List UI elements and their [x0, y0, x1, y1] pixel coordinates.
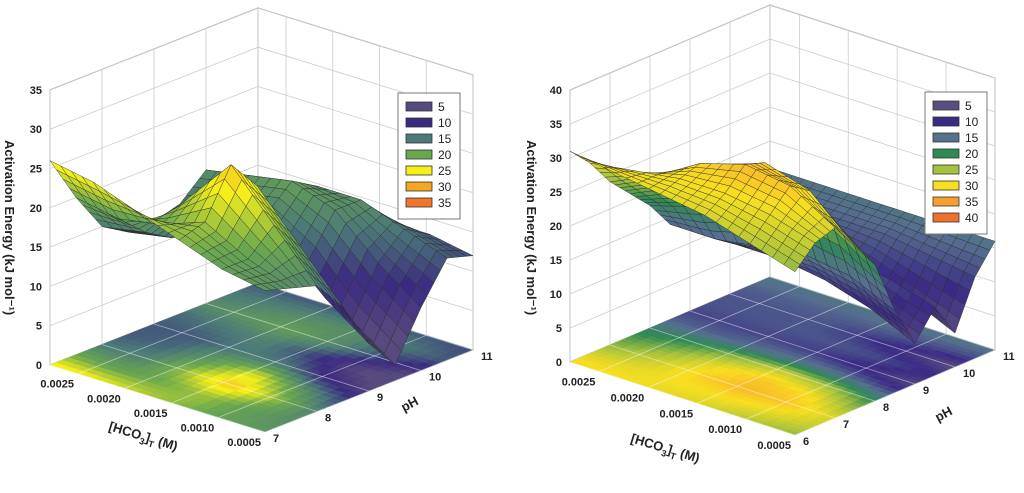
y-tick-label: 11 — [1003, 351, 1015, 363]
x-tick-label: 0.0015 — [660, 408, 694, 420]
x-tick-label: 0.0005 — [227, 437, 261, 449]
y-tick-label: 8 — [883, 402, 889, 414]
legend-label: 30 — [965, 179, 979, 193]
legend-label: 35 — [965, 195, 979, 209]
legend-swatch — [406, 182, 432, 191]
y-tick-label: 7 — [273, 433, 279, 445]
legend: 5 10 15 20 25 30 35 40 — [925, 92, 987, 234]
legend-label: 15 — [965, 131, 979, 145]
z-tick-label: 35 — [550, 119, 562, 131]
legend-label: 25 — [438, 164, 452, 178]
x-tick-label: 0.0010 — [181, 422, 215, 434]
z-axis-title: Activation Energy (kJ mol⁻¹) — [524, 140, 539, 315]
legend-swatch — [406, 134, 432, 143]
x-axis-title: [HCO3]T (M) — [628, 431, 701, 469]
x-title-part: [HCO — [107, 419, 143, 443]
legend-swatch — [406, 166, 432, 175]
y-axis-title: pH — [398, 393, 420, 414]
legend-swatch — [406, 150, 432, 159]
legend-swatch — [406, 198, 432, 207]
x-tick-label: 0.0015 — [134, 408, 168, 420]
x-tick-label: 0.0005 — [757, 440, 791, 452]
legend-swatch — [933, 197, 959, 206]
legend-swatch — [933, 181, 959, 190]
legend-label: 20 — [965, 147, 979, 161]
legend: 5 10 15 20 25 30 35 — [398, 93, 460, 219]
legend-swatch — [933, 133, 959, 142]
x-tick-label: 0.0025 — [40, 379, 74, 391]
chart-left: 0 5 10 15 20 25 30 35 7 8 9 10 11 0.0025 0.0020 0.0015 0… — [2, 8, 493, 457]
legend-label: 25 — [965, 163, 979, 177]
legend-label: 35 — [438, 196, 452, 210]
legend-label: 5 — [438, 100, 445, 114]
legend-swatch — [933, 165, 959, 174]
x-tick-label: 0.0025 — [562, 377, 596, 389]
z-tick-label: 20 — [550, 221, 562, 233]
y-axis-title: pH — [932, 403, 954, 424]
legend-swatch — [406, 118, 432, 127]
y-tick-label: 11 — [481, 351, 493, 363]
z-tick-label: 10 — [550, 289, 562, 301]
legend-label: 20 — [438, 148, 452, 162]
x-title-part: (M) — [675, 445, 701, 466]
legend-swatch — [406, 102, 432, 111]
x-axis-title: [HCO3]T (M) — [106, 419, 179, 457]
legend-label: 10 — [965, 115, 979, 129]
legend-label: 15 — [438, 132, 452, 146]
x-tick-label: 0.0020 — [611, 392, 645, 404]
legend-label: 5 — [965, 99, 972, 113]
y-tick-label: 6 — [803, 436, 809, 448]
y-tick-label: 7 — [843, 419, 849, 431]
y-tick-label: 8 — [325, 413, 331, 425]
z-tick-label: 25 — [30, 164, 42, 176]
legend-label: 30 — [438, 180, 452, 194]
z-tick-label: 30 — [30, 124, 42, 136]
z-tick-label: 15 — [550, 255, 562, 267]
chart-right: 0 5 10 15 20 25 30 35 40 6 7 8 9 10 11 0.0025 0.0020 0.00… — [524, 5, 1015, 469]
legend-swatch — [933, 101, 959, 110]
z-tick-label: 15 — [30, 242, 42, 254]
legend-label: 40 — [965, 211, 979, 225]
z-tick-label: 5 — [556, 323, 562, 335]
z-tick-label: 30 — [550, 153, 562, 165]
x-tick-label: 0.0010 — [708, 424, 742, 436]
legend-swatch — [933, 149, 959, 158]
z-tick-label: 0 — [36, 360, 42, 372]
z-axis-title: Activation Energy (kJ mol⁻¹) — [2, 140, 17, 315]
z-tick-label: 35 — [30, 85, 42, 97]
z-tick-label: 40 — [550, 85, 562, 97]
x-tick-label: 0.0020 — [87, 393, 121, 405]
z-tick-label: 25 — [550, 187, 562, 199]
plot-area: 0 5 10 15 20 25 30 35 7 8 9 10 11 0.0025 0.0020 0.0015 0… — [30, 8, 493, 449]
z-tick-label: 20 — [30, 203, 42, 215]
legend-swatch — [933, 213, 959, 222]
z-tick-label: 10 — [30, 281, 42, 293]
legend-label: 10 — [438, 116, 452, 130]
z-tick-label: 0 — [556, 357, 562, 369]
y-tick-label: 9 — [923, 385, 929, 397]
legend-swatch — [933, 117, 959, 126]
z-tick-label: 5 — [36, 321, 42, 333]
x-title-part: [HCO — [629, 431, 665, 455]
y-tick-label: 10 — [429, 372, 441, 384]
y-tick-label: 9 — [377, 392, 383, 404]
x-title-part: (M) — [153, 433, 179, 454]
y-tick-label: 10 — [963, 368, 975, 380]
